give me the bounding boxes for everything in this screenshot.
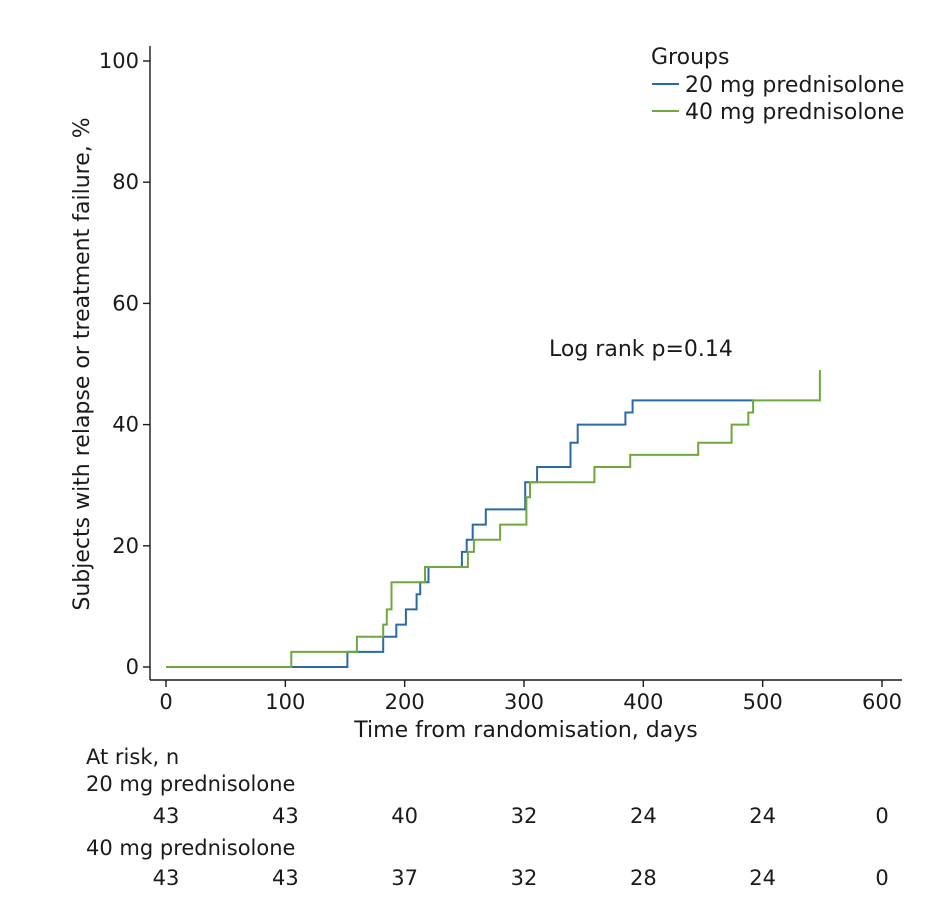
x-tick-label: 600 [862,690,902,714]
at-risk-row-label-20mg: 20 mg prednisolone [86,772,295,796]
x-tick-label: 200 [385,690,425,714]
x-tick-label: 0 [159,690,172,714]
at-risk-count: 43 [153,866,180,890]
at-risk-row-20mg: 43 43 40 32 24 24 0 [153,804,889,828]
x-tick-label: 400 [623,690,663,714]
y-ticks: 0 20 40 60 80 100 [99,49,150,679]
at-risk-count: 43 [272,804,299,828]
y-tick-label: 0 [126,655,139,679]
at-risk-count: 43 [272,866,299,890]
x-tick-label: 300 [504,690,544,714]
x-ticks: 0 100 200 300 400 500 600 [159,680,902,714]
at-risk-count: 24 [749,804,776,828]
x-tick-label: 100 [265,690,305,714]
y-tick-label: 20 [112,534,139,558]
legend-label-20mg: 20 mg prednisolone [685,73,904,98]
log-rank-annotation: Log rank p=0.14 [549,337,733,362]
at-risk-count: 0 [875,866,888,890]
survival-curves [166,370,821,668]
at-risk-row-40mg: 43 43 37 32 28 24 0 [153,866,889,890]
y-tick-label: 100 [99,49,139,73]
y-axis-label: Subjects with relapse or treatment failu… [70,117,95,610]
y-tick-label: 60 [112,291,139,315]
at-risk-count: 32 [511,866,538,890]
x-tick-label: 500 [743,690,783,714]
at-risk-count: 24 [630,804,657,828]
y-tick-label: 80 [112,170,139,194]
legend-label-40mg: 40 mg prednisolone [685,100,904,125]
series-line-40mg [166,370,821,668]
x-axis-label: Time from randomisation, days [353,718,697,743]
at-risk-count: 0 [875,804,888,828]
series-line-20mg [166,399,755,668]
at-risk-count: 32 [511,804,538,828]
at-risk-table: At risk, n 20 mg prednisolone 43 43 40 32 24… [86,745,889,890]
at-risk-count: 40 [391,804,418,828]
at-risk-count: 28 [630,866,657,890]
at-risk-count: 37 [391,866,418,890]
y-tick-label: 40 [112,413,139,437]
at-risk-count: 43 [153,804,180,828]
legend: Groups 20 mg prednisolone 40 mg predniso… [651,45,904,125]
at-risk-count: 24 [749,866,776,890]
at-risk-title: At risk, n [86,745,179,769]
legend-title: Groups [651,45,729,70]
at-risk-row-label-40mg: 40 mg prednisolone [86,836,295,860]
